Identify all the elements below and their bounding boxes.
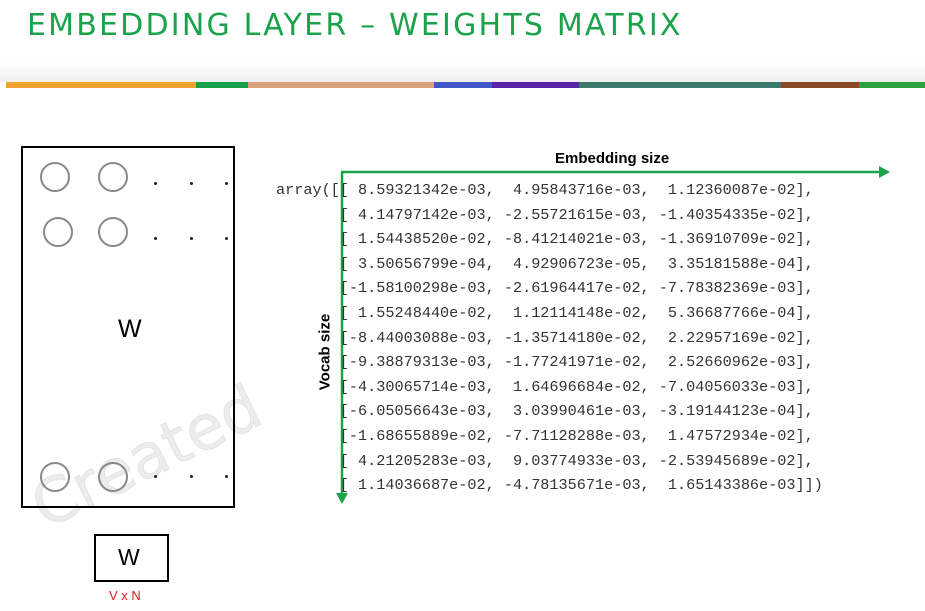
ellipsis-dot [225,182,228,185]
matrix-cell-circle [98,462,128,492]
matrix-cell-circle [98,217,128,247]
stripe-segment [579,82,689,88]
array-row: [-1.58100298e-03, -2.61964417e-02, -7.78… [276,279,814,298]
array-row: [-9.38879313e-03, -1.77241971e-02, 2.526… [276,353,814,372]
ellipsis-dot [190,182,193,185]
ellipsis-dot [154,237,157,240]
array-row: [ 4.14797142e-03, -2.55721615e-03, -1.40… [276,205,814,224]
array-row: array([[ 8.59321342e-03, 4.95843716e-03,… [276,181,814,199]
ellipsis-dot [154,182,157,185]
stripe-segment [689,82,781,88]
stripe-segment [434,82,492,88]
color-stripe [6,82,925,88]
ellipsis-dot [190,237,193,240]
array-row: [-8.44003088e-03, -1.35714180e-02, 2.229… [276,328,814,347]
title-shadow [0,62,925,82]
array-row: [-4.30065714e-03, 1.64696684e-02, -7.040… [276,377,814,396]
vocab-arrowhead [336,493,348,504]
weights-vector-box: W [94,534,169,582]
stripe-segment [492,82,579,88]
stripe-segment [196,82,248,88]
matrix-label: W [118,315,142,343]
array-row: [ 3.50656799e-04, 4.92906723e-05, 3.3518… [276,254,814,273]
weights-array-output: array([[ 8.59321342e-03, 4.95843716e-03,… [276,178,823,498]
stripe-segment [6,82,196,88]
array-row: [-6.05056643e-03, 3.03990461e-03, -3.191… [276,402,814,421]
array-row: [ 1.14036687e-02, -4.78135671e-03, 1.651… [276,476,823,495]
stripe-segment [859,82,925,88]
ellipsis-dot [154,475,157,478]
matrix-cell-circle [40,162,70,192]
array-row: [ 1.54438520e-02, -8.41214021e-03, -1.36… [276,230,814,249]
stripe-segment [248,82,434,88]
ellipsis-dot [225,475,228,478]
slide-title: EMBEDDING LAYER – WEIGHTS MATRIX [27,8,683,43]
stripe-segment [781,82,859,88]
array-row: [-1.68655889e-02, -7.71128288e-03, 1.475… [276,426,814,445]
weights-matrix-box: W [21,146,235,508]
matrix-cell-circle [40,462,70,492]
array-row: [ 1.55248440e-02, 1.12114148e-02, 5.3668… [276,303,814,322]
array-row: [ 4.21205283e-03, 9.03774933e-03, -2.539… [276,451,814,470]
dimensions-label: V x N [109,588,141,603]
ellipsis-dot [225,237,228,240]
embedding-arrowhead [879,166,890,178]
matrix-cell-circle [98,162,128,192]
matrix-cell-circle [43,217,73,247]
vector-label: W [118,544,140,570]
embedding-size-label: Embedding size [555,150,670,167]
ellipsis-dot [190,475,193,478]
